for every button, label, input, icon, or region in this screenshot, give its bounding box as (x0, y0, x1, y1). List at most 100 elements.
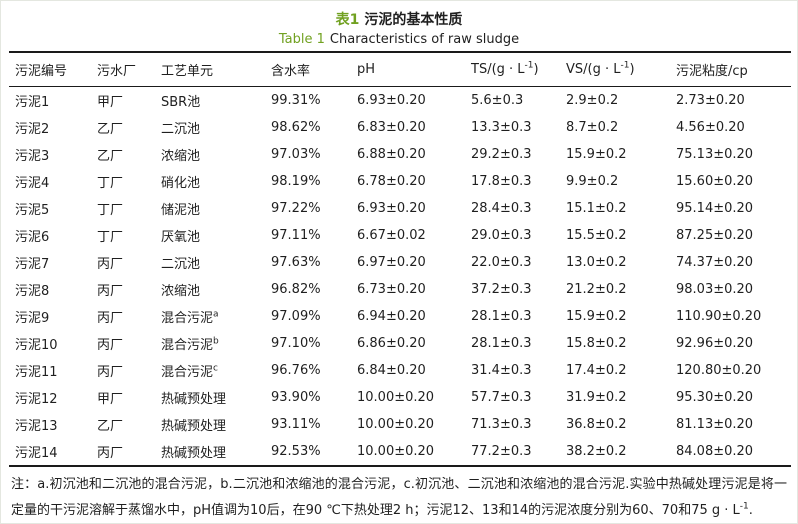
cell: 丙厂 (97, 257, 124, 272)
cell: 10.00±0.20 (357, 390, 435, 405)
column-header: TS/(g · L-1) (465, 52, 560, 87)
cell: 污泥4 (15, 176, 50, 191)
cell: SBR池 (161, 95, 201, 110)
cell: 污泥2 (15, 122, 50, 137)
cell: 丙厂 (97, 365, 124, 380)
header-row: 污泥编号 污水厂 工艺单元 含水率 pH TS/(g · L-1) VS/(g · L-1)… (9, 52, 791, 87)
cell: 8.7±0.2 (566, 120, 619, 135)
cell: 96.82% (271, 282, 321, 297)
column-header: VS/(g · L-1) (560, 52, 670, 87)
cell: 29.2±0.3 (471, 147, 532, 162)
cell: 污泥7 (15, 257, 50, 272)
cell: 6.67±0.02 (357, 228, 426, 243)
cell: 丁厂 (97, 230, 124, 245)
cell: 77.2±0.3 (471, 444, 532, 459)
cell: 10.00±0.20 (357, 417, 435, 432)
cell: 15.60±0.20 (676, 174, 754, 189)
cell: 储泥池 (161, 203, 201, 218)
cell: 乙厂 (97, 122, 124, 137)
cell: 污泥9 (15, 311, 50, 326)
cell: 污泥1 (15, 95, 50, 110)
column-header: 污泥粘度/cp (670, 52, 791, 87)
cell: 97.63% (271, 255, 321, 270)
cell: 污泥6 (15, 230, 50, 245)
table-row: 污泥1 甲厂 SBR池 99.31% 6.93±0.20 5.6±0.3 2.9±0.2 2.… (9, 87, 791, 115)
table-row: 污泥5 丁厂 储泥池 97.22% 6.93±0.20 28.4±0.3 15.1±0.2 9… (9, 195, 791, 222)
cell: 92.53% (271, 444, 321, 459)
cell: 浓缩池 (161, 149, 201, 164)
cell: 6.84±0.20 (357, 363, 426, 378)
column-header: 污泥编号 (9, 52, 91, 87)
cell: 6.86±0.20 (357, 336, 426, 351)
cell: 97.22% (271, 201, 321, 216)
table-number-en: Table 1 (278, 32, 325, 47)
cell: 甲厂 (97, 95, 124, 110)
cell: 5.6±0.3 (471, 93, 524, 108)
table-row: 污泥4 丁厂 硝化池 98.19% 6.78±0.20 17.8±0.3 9.9±0.2 15… (9, 168, 791, 195)
cell: 17.8±0.3 (471, 174, 532, 189)
cell: 污泥8 (15, 284, 50, 299)
table-title-zh: 表1 污泥的基本性质 (9, 11, 789, 31)
cell: 81.13±0.20 (676, 417, 754, 432)
cell: 15.1±0.2 (566, 201, 627, 216)
cell: 74.37±0.20 (676, 255, 754, 270)
cell: 6.93±0.20 (357, 201, 426, 216)
column-header: 工艺单元 (155, 52, 265, 87)
cell: 13.3±0.3 (471, 120, 532, 135)
cell: 6.88±0.20 (357, 147, 426, 162)
cell: 6.97±0.20 (357, 255, 426, 270)
table-row: 污泥10 丙厂 混合污泥b 97.10% 6.86±0.20 28.1±0.3 15.8±0… (9, 330, 791, 357)
column-header: 含水率 (265, 52, 351, 87)
cell: 10.00±0.20 (357, 444, 435, 459)
table-body: 污泥1 甲厂 SBR池 99.31% 6.93±0.20 5.6±0.3 2.9±0.2 2.… (9, 87, 791, 467)
cell: 15.9±0.2 (566, 309, 627, 324)
cell: 87.25±0.20 (676, 228, 754, 243)
cell: 污泥13 (15, 419, 58, 434)
cell: 99.31% (271, 93, 321, 108)
cell: 28.1±0.3 (471, 309, 532, 324)
cell: 31.4±0.3 (471, 363, 532, 378)
cell: 6.94±0.20 (357, 309, 426, 324)
table-row: 污泥8 丙厂 浓缩池 96.82% 6.73±0.20 37.2±0.3 21.2±0.2 9… (9, 276, 791, 303)
cell: 4.56±0.20 (676, 120, 745, 135)
cell: 甲厂 (97, 392, 124, 407)
cell: 污泥14 (15, 446, 58, 461)
cell: 97.10% (271, 336, 321, 351)
table-title-en: Table 1 Characteristics of raw sludge (9, 31, 789, 51)
cell: 混合污泥a (161, 309, 219, 326)
table-row: 污泥11 丙厂 混合污泥c 96.76% 6.84±0.20 31.4±0.3 17.4±0… (9, 357, 791, 384)
cell: 120.80±0.20 (676, 363, 762, 378)
table-row: 污泥7 丙厂 二沉池 97.63% 6.97±0.20 22.0±0.3 13.0±0.2 7… (9, 249, 791, 276)
cell: 15.8±0.2 (566, 336, 627, 351)
cell: 污泥3 (15, 149, 50, 164)
table-row: 污泥14 丙厂 热碱预处理 92.53% 10.00±0.20 77.2±0.3 38.2±… (9, 438, 791, 466)
cell: 97.09% (271, 309, 321, 324)
cell: 84.08±0.20 (676, 444, 754, 459)
cell: 混合污泥c (161, 363, 218, 380)
cell: 丙厂 (97, 284, 124, 299)
cell: 36.8±0.2 (566, 417, 627, 432)
cell: 15.5±0.2 (566, 228, 627, 243)
cell: 38.2±0.2 (566, 444, 627, 459)
table-row: 污泥6 丁厂 厌氧池 97.11% 6.67±0.02 29.0±0.3 15.5±0.2 8… (9, 222, 791, 249)
cell: 污泥10 (15, 338, 58, 353)
cell: 乙厂 (97, 149, 124, 164)
cell: 93.90% (271, 390, 321, 405)
table-title-en-text: Characteristics of raw sludge (329, 32, 520, 47)
cell: 热碱预处理 (161, 392, 227, 407)
cell: 6.78±0.20 (357, 174, 426, 189)
cell: 98.03±0.20 (676, 282, 754, 297)
cell: 97.11% (271, 228, 321, 243)
cell: 热碱预处理 (161, 446, 227, 461)
cell: 95.14±0.20 (676, 201, 754, 216)
cell: 17.4±0.2 (566, 363, 627, 378)
cell: 污泥12 (15, 392, 58, 407)
cell: 丁厂 (97, 203, 124, 218)
cell: 混合污泥b (161, 336, 219, 353)
column-header: pH (351, 52, 465, 87)
cell: 丙厂 (97, 311, 124, 326)
cell: 95.30±0.20 (676, 390, 754, 405)
cell: 98.62% (271, 120, 321, 135)
cell: 93.11% (271, 417, 321, 432)
cell: 31.9±0.2 (566, 390, 627, 405)
